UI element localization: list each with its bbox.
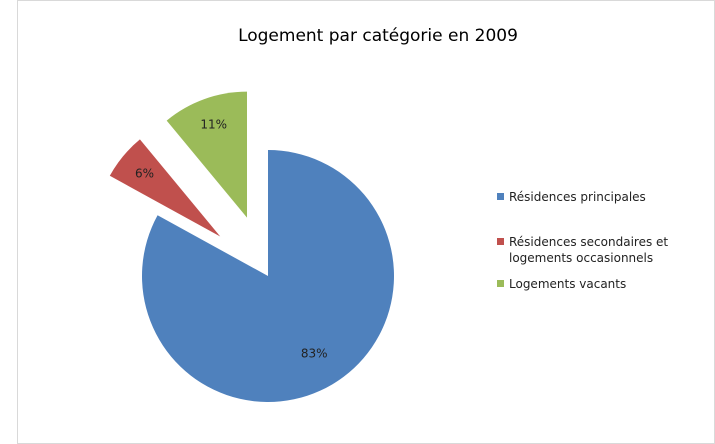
pie-slice <box>142 150 395 403</box>
pie-slice <box>166 91 247 218</box>
legend-swatch <box>497 280 504 287</box>
legend-label: Résidences secondaires et logements occa… <box>509 235 669 265</box>
chart-title: Logement par catégorie en 2009 <box>238 26 518 46</box>
legend-entry: Résidences principales <box>497 189 715 205</box>
legend-entry: Résidences secondaires et logements occa… <box>497 234 715 266</box>
legend-entry: Logements vacants <box>497 276 715 292</box>
legend-swatch <box>497 193 504 200</box>
pie-slice <box>109 139 221 237</box>
legend-label: Logements vacants <box>509 277 627 291</box>
legend-label: Résidences principales <box>509 190 646 204</box>
data-label: 83% <box>301 347 328 361</box>
data-label: 6% <box>135 166 154 180</box>
data-label: 11% <box>200 118 227 132</box>
legend-swatch <box>497 238 504 245</box>
